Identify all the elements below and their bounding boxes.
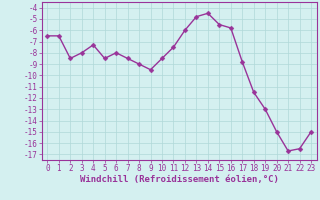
X-axis label: Windchill (Refroidissement éolien,°C): Windchill (Refroidissement éolien,°C) [80,175,279,184]
